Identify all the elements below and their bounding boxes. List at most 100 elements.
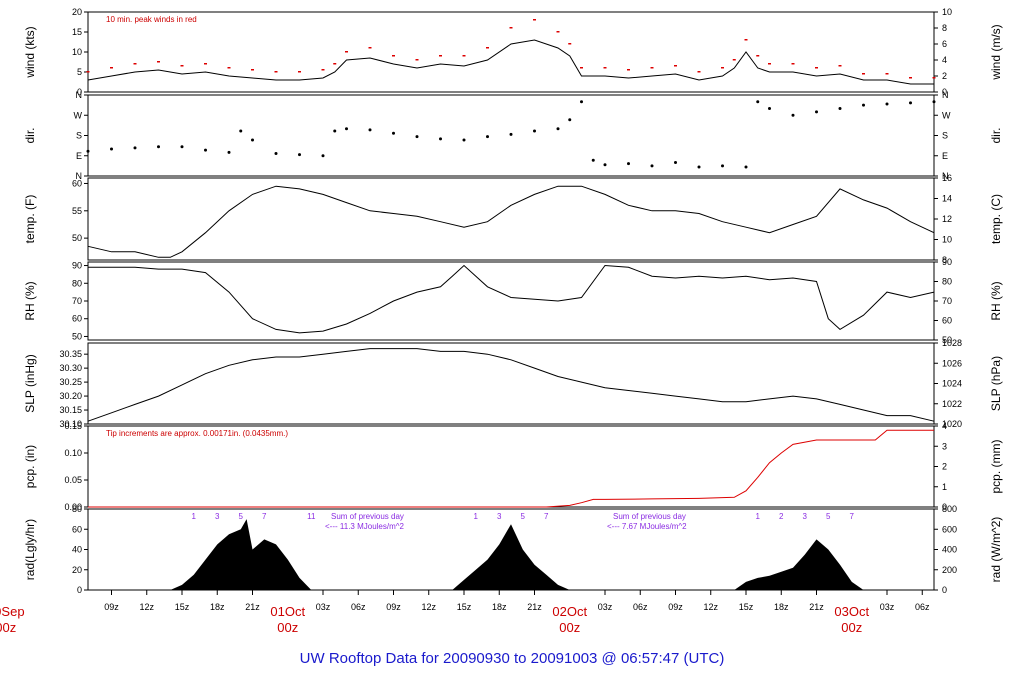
pcp-right-tick-label: 3 bbox=[942, 441, 947, 451]
wind-peak-mark bbox=[674, 65, 677, 67]
x-axis-day-hour-label: 00z bbox=[841, 620, 862, 635]
slp-left-tick-label: 30.15 bbox=[59, 405, 82, 415]
pcp-panel-frame bbox=[87, 425, 935, 508]
dir-point bbox=[227, 150, 231, 154]
slp-left-tick-label: 30.20 bbox=[59, 391, 82, 401]
wind-peak-mark bbox=[345, 51, 348, 53]
rad-left-tick-label: 60 bbox=[72, 524, 82, 534]
wind-peak-mark bbox=[791, 63, 795, 65]
pcp-left-tick-label: 0.15 bbox=[64, 421, 82, 431]
wind-right-tick-label: 8 bbox=[942, 23, 947, 33]
dir-point bbox=[791, 113, 795, 117]
rad-left-tick-label: 40 bbox=[72, 545, 82, 555]
wind-left-tick-label: 5 bbox=[77, 67, 82, 77]
dir-point bbox=[932, 100, 936, 104]
dir-point bbox=[110, 147, 113, 151]
wind-peak-mark bbox=[462, 55, 466, 57]
wind-peak-mark bbox=[815, 67, 818, 69]
wind-peak-mark bbox=[627, 69, 630, 71]
slp-right-axis-label: SLP (hPa) bbox=[989, 356, 1003, 411]
x-axis-tick-label: 18z bbox=[492, 602, 507, 612]
x-axis-tick-label: 12z bbox=[139, 602, 154, 612]
wind-peak-mark bbox=[862, 73, 865, 75]
wind-right-tick-label: 6 bbox=[942, 39, 947, 49]
slp-right-tick-label: 1020 bbox=[942, 419, 962, 429]
wind-peak-mark bbox=[603, 67, 607, 69]
rad-hour-mark: 5 bbox=[826, 512, 831, 521]
wind-peak-mark bbox=[568, 43, 572, 45]
x-axis-tick-label: 09z bbox=[668, 602, 683, 612]
rh-left-tick-label: 90 bbox=[72, 261, 82, 271]
dir-point bbox=[133, 146, 137, 150]
x-axis-tick-label: 12z bbox=[703, 602, 718, 612]
x-axis-tick-label: 03z bbox=[598, 602, 613, 612]
rad-hour-mark: 3 bbox=[803, 512, 808, 521]
dir-point bbox=[239, 129, 243, 133]
rad-hour-mark: 1 bbox=[474, 512, 479, 521]
dir-right-axis-label: dir. bbox=[989, 127, 1003, 143]
wind-peak-mark bbox=[439, 55, 442, 57]
wind-peak-mark bbox=[580, 67, 583, 69]
pcp-left-axis-label: pcp. (in) bbox=[23, 445, 37, 488]
wind-left-tick-label: 15 bbox=[72, 27, 82, 37]
wind-panel-frame bbox=[87, 11, 935, 93]
dir-point bbox=[591, 158, 595, 162]
temp-right-tick-label: 10 bbox=[942, 235, 952, 245]
rad-right-tick-label: 0 bbox=[942, 585, 947, 595]
slp-right-tick-label: 1028 bbox=[942, 338, 962, 348]
rad-hour-mark: 3 bbox=[215, 512, 220, 521]
pcp-right-tick-label: 4 bbox=[942, 421, 947, 431]
temp-panel-frame bbox=[87, 177, 935, 261]
dir-point bbox=[204, 148, 207, 152]
wind-right-tick-label: 2 bbox=[942, 71, 947, 81]
wind-peak-mark bbox=[768, 63, 771, 65]
dir-point bbox=[180, 145, 184, 149]
x-axis-day-label: 03Oct bbox=[834, 604, 869, 619]
rad-daily-sum-note: Sum of previous day bbox=[331, 512, 404, 521]
rad-hour-mark: 1 bbox=[192, 512, 197, 521]
wind-annotation: 10 min. peak winds in red bbox=[106, 15, 197, 24]
dir-left-axis-label: dir. bbox=[23, 127, 37, 143]
x-axis-tick-label: 21z bbox=[527, 602, 542, 612]
rad-right-tick-label: 200 bbox=[942, 565, 957, 575]
dir-point bbox=[333, 129, 337, 133]
wind-right-tick-label: 10 bbox=[942, 7, 952, 17]
wind-peak-mark bbox=[732, 59, 736, 61]
rad-right-tick-label: 400 bbox=[942, 545, 957, 555]
dir-point bbox=[86, 149, 90, 153]
dir-point bbox=[439, 137, 442, 141]
dir-point bbox=[533, 129, 536, 133]
wind-peak-mark bbox=[885, 73, 889, 75]
rad-hour-mark: 7 bbox=[850, 512, 855, 521]
slp-right-tick-label: 1022 bbox=[942, 399, 962, 409]
wind-peak-mark bbox=[744, 39, 748, 41]
slp-left-axis-label: SLP (inHg) bbox=[23, 354, 37, 412]
pcp-left-tick-label: 0.00 bbox=[64, 502, 82, 512]
dir-left-tick-label: N bbox=[76, 171, 83, 181]
dir-point bbox=[415, 135, 419, 139]
temp-right-tick-label: 8 bbox=[942, 255, 947, 265]
rad-left-tick-label: 20 bbox=[72, 565, 82, 575]
wind-peak-mark bbox=[650, 67, 654, 69]
dir-point bbox=[885, 102, 889, 106]
wind-peak-mark bbox=[227, 67, 231, 69]
dir-left-tick-label: S bbox=[76, 131, 82, 141]
rad-hour-mark: 5 bbox=[239, 512, 244, 521]
temp-series-line bbox=[87, 185, 935, 258]
wind-peak-mark bbox=[415, 59, 419, 61]
x-axis-day-hour-label: 00z bbox=[277, 620, 298, 635]
dir-point bbox=[392, 131, 395, 135]
x-axis-tick-label: 18z bbox=[210, 602, 225, 612]
dir-point bbox=[580, 100, 583, 104]
wind-peak-mark bbox=[274, 71, 278, 73]
temp-right-axis-label: temp. (C) bbox=[989, 194, 1003, 244]
x-axis-tick-label: 09z bbox=[386, 602, 401, 612]
wind-peak-mark bbox=[533, 19, 536, 21]
x-axis-tick-label: 15z bbox=[739, 602, 754, 612]
wind-peak-mark bbox=[556, 31, 560, 33]
dir-point bbox=[721, 164, 724, 168]
wind-peak-mark bbox=[838, 65, 842, 67]
rad-left-tick-label: 0 bbox=[77, 585, 82, 595]
rad-hour-mark: 5 bbox=[521, 512, 526, 521]
dir-point bbox=[627, 162, 630, 166]
